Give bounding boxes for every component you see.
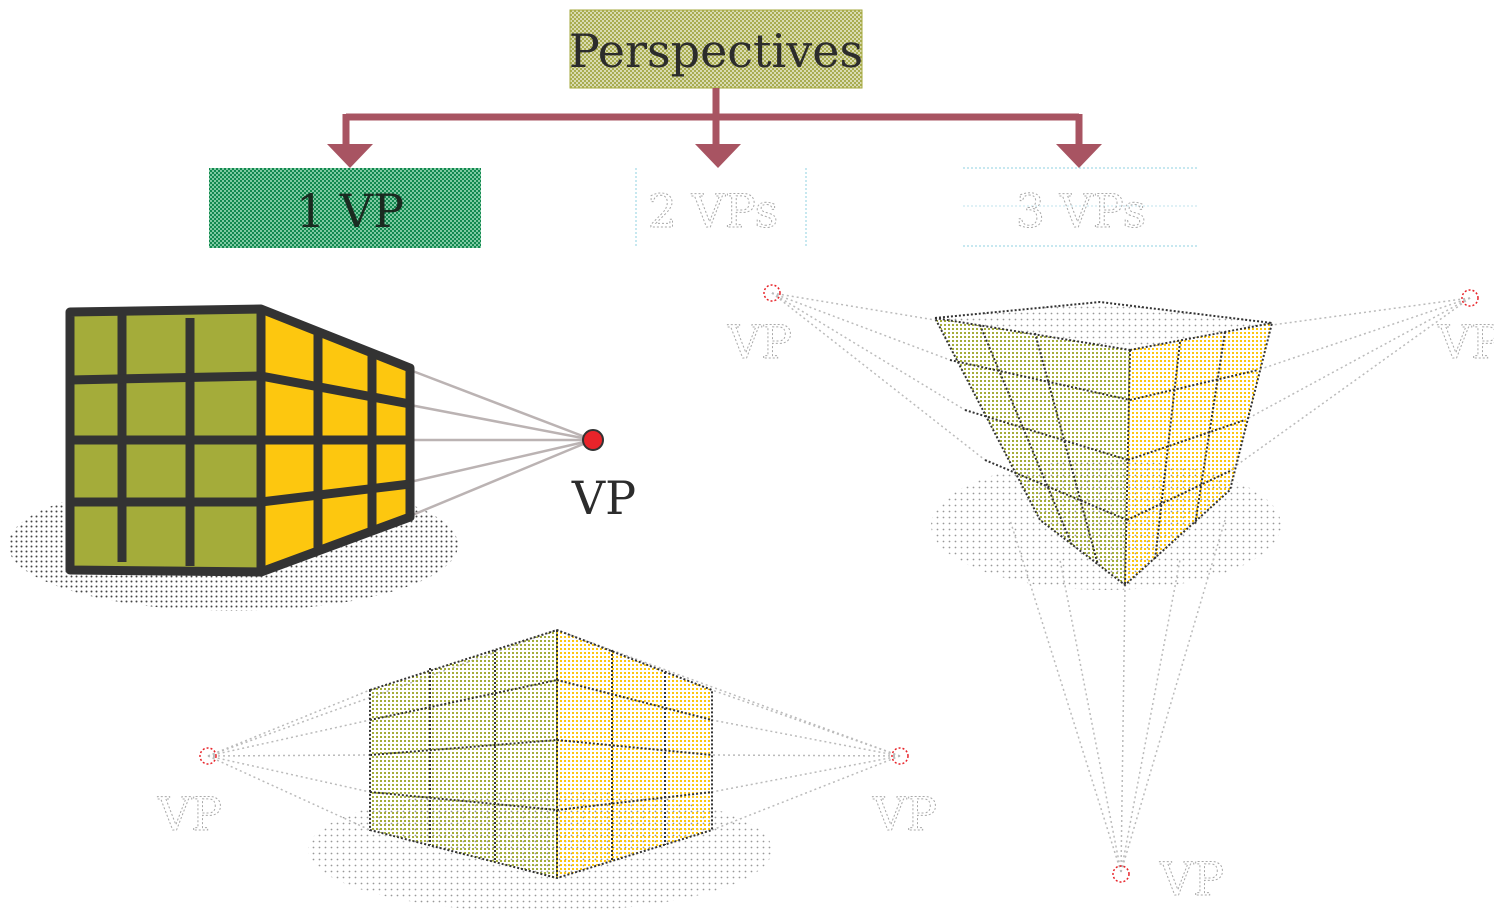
two-vp-right-vanishing-point (891, 747, 909, 765)
two-vp-right-vp-label: VP (872, 787, 937, 841)
two-vp-left-vp-label: VP (157, 787, 222, 841)
three-vp-right-vanishing-point (1461, 289, 1479, 307)
branch-3vp: 3 VPs (963, 167, 1197, 247)
two-vp-left-face (370, 630, 557, 878)
title-node: Perspectives (569, 9, 863, 89)
two-vp-left-vanishing-point (199, 747, 217, 765)
three-vp-guide-lines (771, 292, 1471, 873)
branch-3vp-label: 3 VPs (1016, 184, 1146, 238)
three-vp-bottom-vanishing-point (1112, 865, 1130, 883)
two-vp-grid (369, 628, 713, 880)
two-vp-right-face (557, 630, 712, 878)
branch-1vp-label: 1 VP (296, 184, 404, 238)
arrow-head-1vp (327, 144, 373, 168)
three-vp-top-face (935, 302, 1272, 350)
three-vp-right-face (1125, 323, 1272, 585)
one-vp-vp-label: VP (571, 471, 636, 525)
one-vp-guide-lines (409, 368, 594, 518)
branch-2vp: 2 VPs (635, 168, 807, 246)
arrow-head-2vp (695, 144, 741, 168)
three-vp-illustration: VP VP VP (726, 284, 1494, 907)
arrow-head-3vp (1056, 144, 1102, 168)
three-vp-right-vp-label: VP (1437, 315, 1494, 369)
branch-1vp: 1 VP (209, 168, 481, 248)
branch-2vp-label: 2 VPs (648, 184, 778, 238)
one-vp-grid (65, 304, 415, 577)
three-vp-bottom-vp-label: VP (1159, 852, 1224, 906)
three-vp-grid (933, 300, 1274, 587)
connector-arrowheads (327, 144, 1102, 168)
two-vp-illustration: VP VP (156, 628, 938, 912)
one-vp-vanishing-point (582, 429, 604, 451)
one-vp-illustration: VP (8, 304, 636, 611)
title-text: Perspectives (569, 24, 863, 78)
three-vp-left-vp-label: VP (727, 315, 792, 369)
connector-tree (342, 88, 1083, 146)
three-vp-left-vanishing-point (763, 284, 781, 302)
